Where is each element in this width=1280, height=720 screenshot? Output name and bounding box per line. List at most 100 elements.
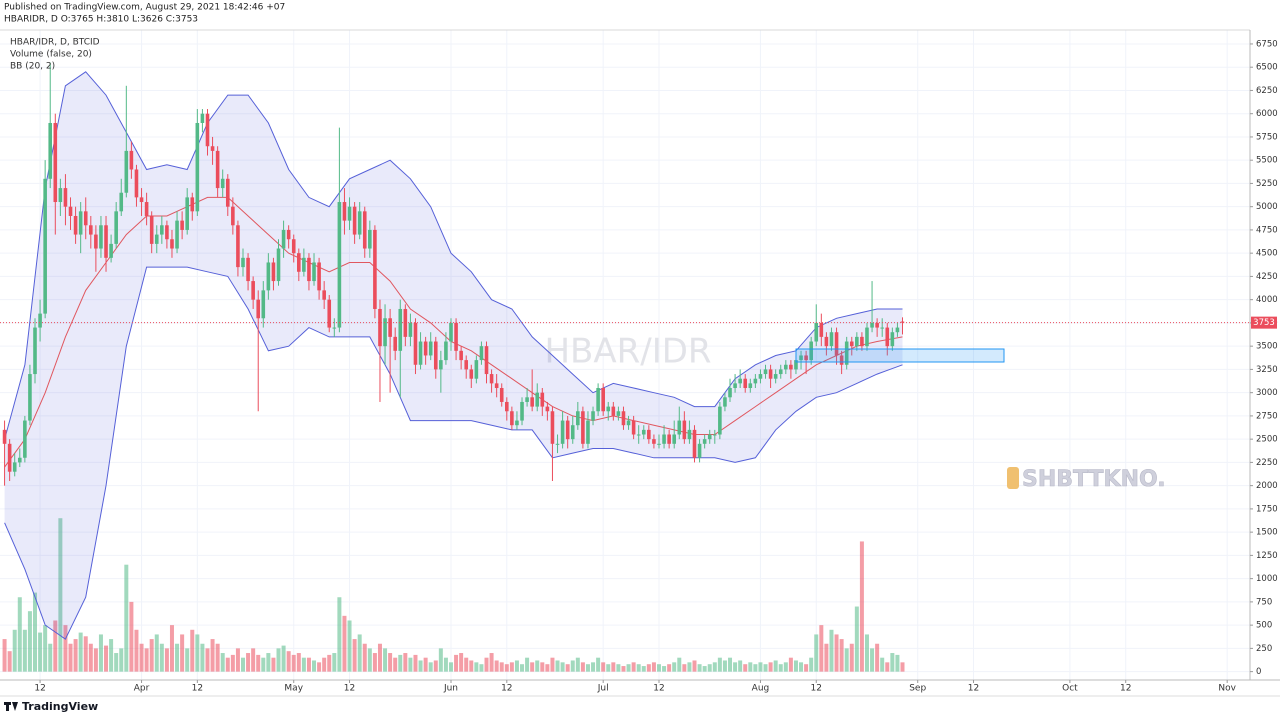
volume-bar [296, 653, 301, 672]
y-tick-label: 6250 [1256, 86, 1278, 96]
candle-body [149, 215, 154, 244]
candle-body [43, 178, 47, 314]
candle-body [591, 411, 595, 421]
candle-body [601, 388, 605, 412]
candle-body [677, 420, 682, 435]
volume-bar [525, 657, 530, 672]
candle-body [454, 322, 458, 351]
volume-bar [738, 660, 743, 672]
volume-bar [748, 662, 753, 672]
candle-body [312, 262, 316, 282]
volume-bar [540, 662, 545, 672]
x-tick-label: 12 [344, 684, 355, 694]
volume-bar [631, 662, 636, 672]
candle-body [464, 360, 469, 370]
candle-body [12, 462, 17, 472]
candle-body [347, 206, 352, 221]
volume-bar [596, 657, 601, 672]
volume-bar [124, 564, 129, 672]
candle-body [692, 429, 697, 458]
candle-body [99, 225, 103, 249]
volume-bar [722, 660, 727, 672]
candle-body [662, 434, 666, 444]
candle-body [682, 420, 687, 440]
volume-bar [129, 601, 134, 672]
candle-body [352, 206, 357, 235]
candle-body [165, 225, 169, 240]
last-price-label: 3753 [1253, 318, 1275, 328]
volume-bar [246, 653, 251, 672]
volume-bar [134, 629, 139, 672]
candle-body [707, 434, 712, 440]
candle-body [297, 253, 301, 272]
volume-bar [337, 597, 342, 672]
candle-body [647, 429, 651, 440]
candle-body [702, 439, 707, 444]
candle-body [220, 178, 225, 189]
volume-bar [545, 664, 550, 672]
volume-bar [656, 664, 661, 672]
volume-bar [357, 634, 362, 672]
volume-bar [555, 660, 560, 672]
volume-bar [306, 657, 311, 672]
y-tick-label: 5500 [1256, 156, 1278, 166]
candle-body [418, 341, 423, 365]
x-tick-label: 12 [968, 684, 979, 694]
volume-bar [885, 662, 890, 672]
axes: 0 250 500 750 1000 1250 1500 1750 2000 2250 2500 27… [34, 39, 1277, 693]
volume-bar [646, 664, 651, 672]
y-tick-label: 4500 [1256, 249, 1278, 259]
candle-body [641, 429, 646, 435]
stamp-icon [1007, 467, 1019, 489]
candle-body [322, 290, 326, 300]
volume-bar [190, 629, 195, 672]
candle-body [215, 150, 220, 189]
candle-body [428, 341, 433, 356]
volume-bar [763, 664, 768, 672]
stamp: SHBTTKNO. [1007, 467, 1166, 492]
candle-body [362, 211, 367, 249]
candle-body [63, 188, 68, 207]
candle-body [241, 257, 245, 268]
candle-body [738, 378, 742, 384]
volume-bar [271, 657, 276, 672]
candle-body [17, 457, 22, 463]
x-tick-label: 12 [1120, 684, 1131, 694]
volume-bar [230, 654, 235, 672]
volume-bar [281, 645, 286, 672]
candle-body [824, 336, 829, 347]
candle-body [469, 369, 474, 379]
volume-bar [677, 657, 682, 672]
y-tick-label: 1750 [1256, 504, 1278, 514]
candle-body [271, 262, 276, 282]
volume-bar [550, 657, 555, 672]
volume-bar [585, 664, 590, 672]
volume-bar [169, 625, 174, 672]
candle-body [510, 411, 514, 426]
candle-body [789, 364, 793, 370]
candle-body [185, 197, 189, 230]
candle-body [758, 374, 763, 379]
volume-bar [22, 629, 27, 672]
symbol-line: HBARIDR, D O:3765 H:3810 L:3626 C:3753 [4, 15, 198, 25]
candle-body [291, 239, 296, 254]
volume-bar [809, 657, 814, 672]
volume-bar [626, 664, 631, 672]
candle-body [342, 202, 347, 221]
volume-bar [641, 666, 646, 672]
candle-body [839, 355, 844, 365]
candle-body [124, 150, 129, 193]
volume-bar [48, 643, 53, 672]
volume-bar [317, 662, 322, 672]
candle-body [449, 322, 453, 342]
volume-bar [662, 666, 667, 672]
x-tick-label: Jul [597, 684, 609, 694]
candle-body [697, 443, 702, 458]
candle-body [586, 420, 590, 444]
volume-bar [53, 620, 58, 672]
y-tick-label: 6000 [1256, 109, 1278, 119]
volume-bar [210, 639, 215, 672]
volume-bar [195, 634, 200, 672]
volume-bar [692, 660, 697, 672]
volume-bar [104, 645, 109, 672]
